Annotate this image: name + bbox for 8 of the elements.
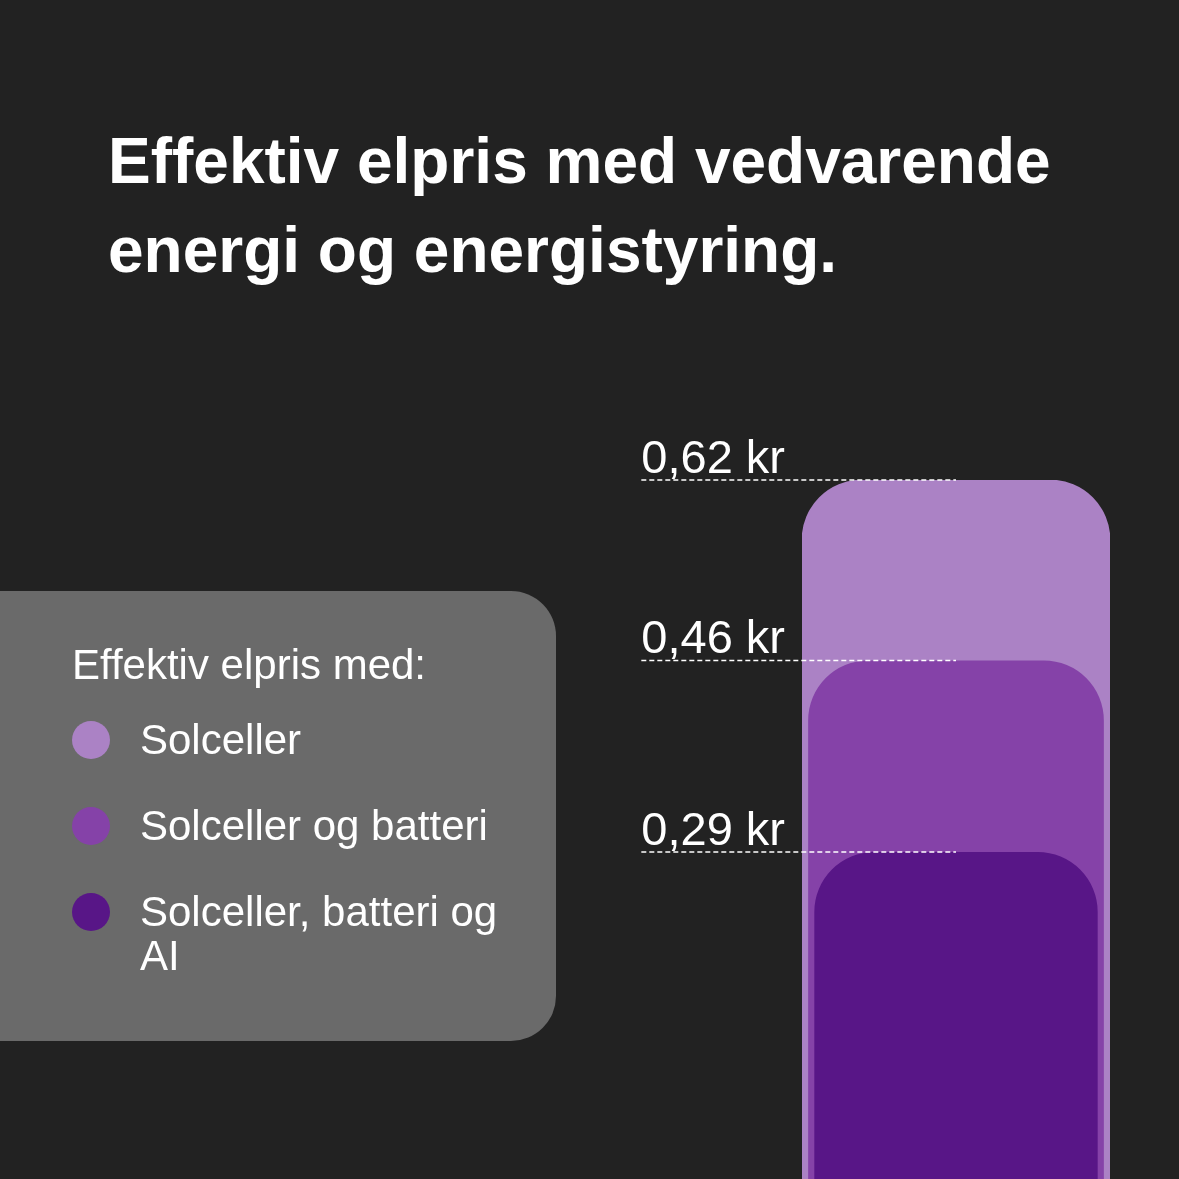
chart-title: Effektiv elpris med vedvarende energi og energistyring. xyxy=(108,124,1052,288)
legend-label: Solceller xyxy=(140,716,303,763)
data-label: 0,46 kr xyxy=(641,610,785,664)
legend-label: Solceller, batteri og AI xyxy=(140,888,499,979)
legend-label: Solceller og batteri xyxy=(140,802,489,849)
legend-title: Effektiv elpris med: xyxy=(72,641,428,688)
data-label: 0,29 kr xyxy=(641,802,785,856)
data-label: 0,62 kr xyxy=(641,430,785,483)
